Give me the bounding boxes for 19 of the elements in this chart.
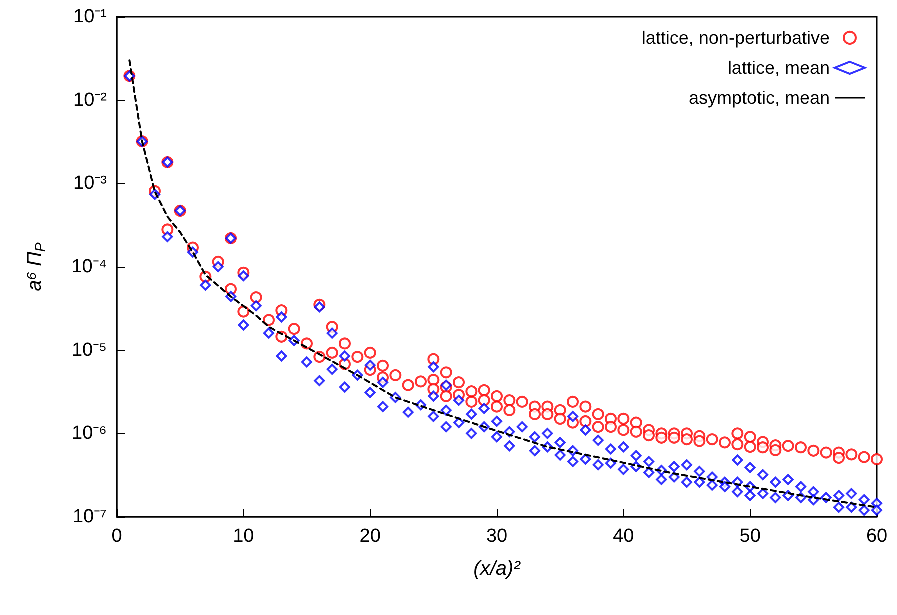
legend-label: lattice, mean xyxy=(728,58,830,78)
y-tick-label: 10⁻⁶ xyxy=(72,423,107,444)
x-axis-title: (x/a)² xyxy=(474,558,522,580)
y-tick-label: 10⁻⁵ xyxy=(72,340,107,361)
x-tick-label: 40 xyxy=(613,526,634,547)
x-tick-label: 50 xyxy=(740,526,761,547)
y-tick-label: 10⁻³ xyxy=(74,173,107,194)
y-tick-label: 10⁻⁷ xyxy=(72,506,108,528)
x-tick-label: 30 xyxy=(486,526,508,547)
x-tick-label: 10 xyxy=(233,526,254,547)
legend-label: lattice, non-perturbative xyxy=(642,28,830,48)
x-tick-label: 60 xyxy=(866,526,888,547)
x-tick-label: 20 xyxy=(360,526,381,547)
y-tick-label: 10⁻⁴ xyxy=(72,256,107,278)
legend-label: asymptotic, mean xyxy=(688,88,830,108)
y-axis-title: a⁶ ΠP xyxy=(24,242,48,292)
y-tick-label: 10⁻¹ xyxy=(74,6,107,28)
y-tick-label: 10⁻² xyxy=(74,90,107,111)
x-tick-label: 0 xyxy=(112,526,122,547)
